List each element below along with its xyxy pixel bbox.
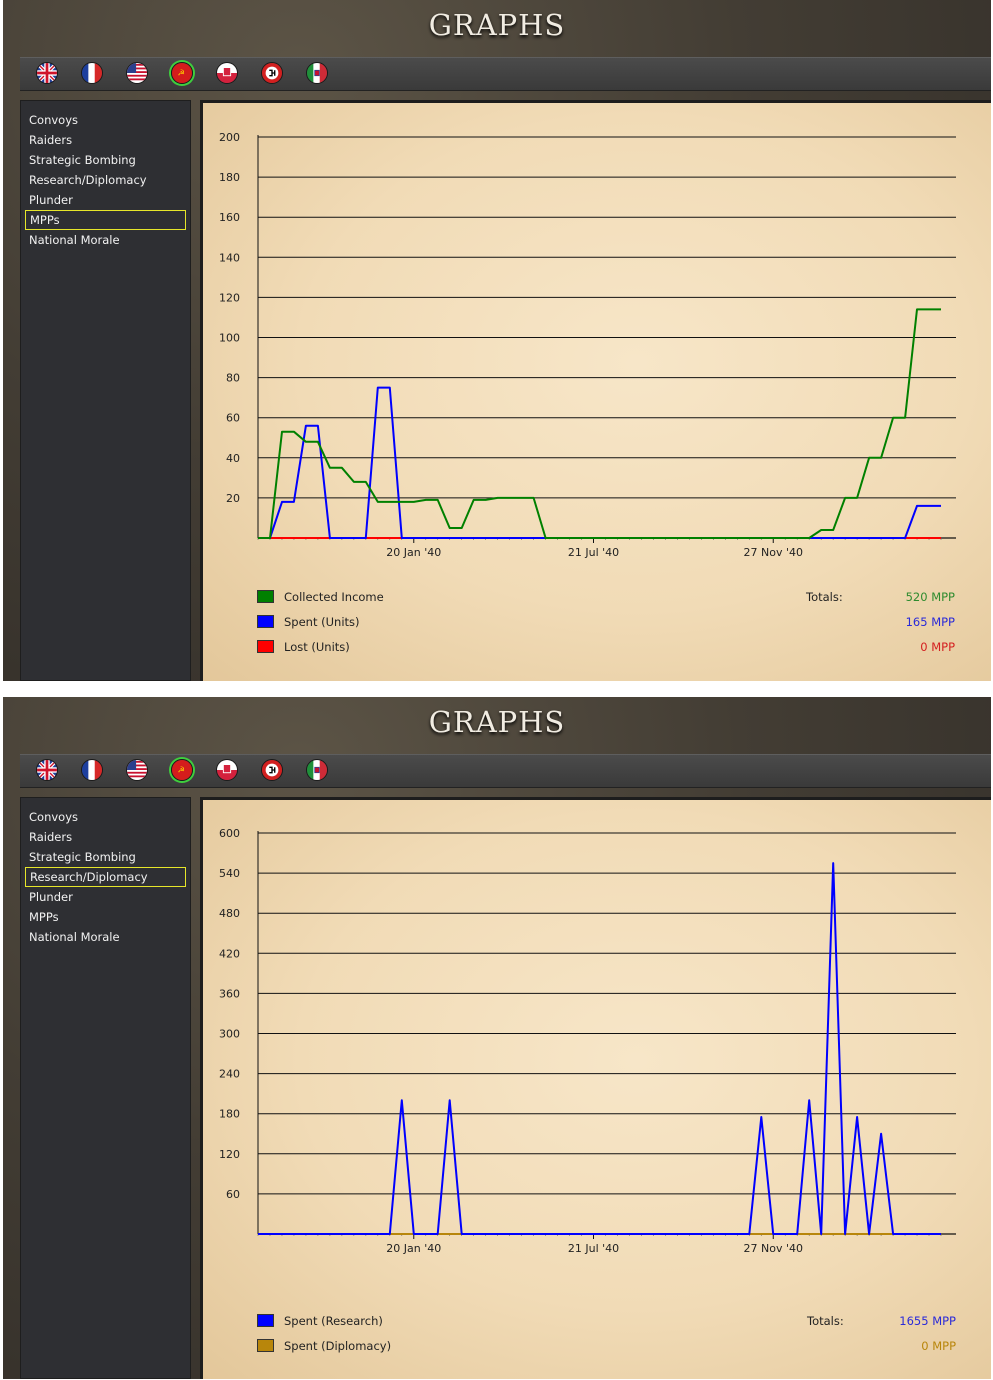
chart-panel: 20 40 60 80 100 120 140 160 180 200 20 Jan '40 21 J… (200, 100, 991, 681)
research-diplomacy-line-chart: 60 120 180 240 300 360 420 480 540 600 20 Jan '40 2… (219, 827, 956, 1255)
page-title: GRAPHS (428, 8, 566, 42)
menu-item-strategic-bombing[interactable]: Strategic Bombing (29, 850, 136, 864)
y-tick-label: 120 (219, 291, 240, 304)
graph-category-sidebar: Convoys Raiders Strategic Bombing Resear… (20, 100, 191, 681)
legend-label-collected-income: Collected Income (284, 590, 384, 604)
total-collected-income: 520 MPP (905, 590, 955, 604)
usa-flag[interactable] (126, 759, 148, 781)
menu-item-national-morale[interactable]: National Morale (29, 233, 120, 247)
y-tick-label: 240 (219, 1068, 240, 1081)
menu-item-plunder[interactable]: Plunder (29, 890, 73, 904)
graph-category-sidebar: Convoys Raiders Strategic Bombing Resear… (20, 797, 191, 1379)
usa-flag[interactable] (126, 62, 148, 84)
menu-item-mpps[interactable]: MPPs (29, 910, 59, 924)
x-tick-label: 27 Nov '40 (744, 1242, 803, 1255)
y-tick-label: 60 (226, 412, 240, 425)
totals-label: Totals: (807, 1314, 844, 1328)
france-flag[interactable] (81, 759, 103, 781)
poland-flag[interactable] (216, 759, 238, 781)
germany-flag[interactable] (261, 62, 283, 84)
menu-item-raiders[interactable]: Raiders (29, 133, 73, 147)
menu-item-strategic-bombing[interactable]: Strategic Bombing (29, 153, 136, 167)
y-tick-label: 420 (219, 947, 240, 960)
menu-item-mpps[interactable]: MPPs (25, 210, 186, 230)
total-spent-diplomacy: 0 MPP (921, 1339, 956, 1353)
y-tick-label: 40 (226, 452, 240, 465)
series-line-collected-income (258, 308, 941, 539)
y-tick-label: 480 (219, 907, 240, 920)
legend-swatch-spent-diplomacy (257, 1339, 274, 1352)
legend-swatch-spent-units (257, 615, 274, 628)
legend-swatch-lost-units (257, 640, 274, 653)
svg-text:☭: ☭ (177, 765, 184, 775)
y-tick-label: 100 (219, 332, 240, 345)
total-lost-units: 0 MPP (920, 640, 955, 654)
italy-flag[interactable] (306, 62, 328, 84)
x-tick-label: 21 Jul '40 (568, 1242, 619, 1255)
menu-item-convoys[interactable]: Convoys (29, 810, 78, 824)
total-spent-units: 165 MPP (905, 615, 955, 629)
x-tick-label: 20 Jan '40 (386, 1242, 441, 1255)
china-flag[interactable]: ☭ (171, 62, 193, 84)
nation-flag-bar: ☭ (20, 754, 991, 788)
menu-item-research-diplomacy[interactable]: Research/Diplomacy (29, 173, 147, 187)
x-tick-label: 20 Jan '40 (386, 546, 441, 559)
y-tick-label: 20 (226, 492, 240, 505)
y-tick-label: 540 (219, 867, 240, 880)
y-tick-label: 120 (219, 1148, 240, 1161)
x-tick-label: 27 Nov '40 (744, 546, 803, 559)
nation-flag-bar: ☭ (20, 57, 991, 91)
france-flag[interactable] (81, 62, 103, 84)
menu-item-plunder[interactable]: Plunder (29, 193, 73, 207)
legend-label-lost-units: Lost (Units) (284, 640, 350, 654)
poland-flag[interactable] (216, 62, 238, 84)
y-tick-label: 300 (219, 1028, 240, 1041)
uk-flag[interactable] (36, 62, 58, 84)
legend-label-spent-research: Spent (Research) (284, 1314, 383, 1328)
y-tick-label: 180 (219, 1108, 240, 1121)
y-tick-label: 60 (226, 1188, 240, 1201)
legend-swatch-collected-income (257, 590, 274, 603)
legend-label-spent-diplomacy: Spent (Diplomacy) (284, 1339, 392, 1353)
italy-flag[interactable] (306, 759, 328, 781)
svg-text:☭: ☭ (177, 68, 184, 78)
menu-item-raiders[interactable]: Raiders (29, 830, 73, 844)
chart-panel: 60 120 180 240 300 360 420 480 540 600 20 Jan '40 2… (200, 797, 991, 1379)
y-tick-label: 140 (219, 251, 240, 264)
page-title: GRAPHS (428, 705, 566, 739)
x-tick-label: 21 Jul '40 (568, 546, 619, 559)
germany-flag[interactable] (261, 759, 283, 781)
legend-label-spent-units: Spent (Units) (284, 615, 360, 629)
menu-item-research-diplomacy[interactable]: Research/Diplomacy (25, 867, 186, 887)
menu-item-national-morale[interactable]: National Morale (29, 930, 120, 944)
graphs-screen-mpps: GRAPHS ☭ Convoys Raiders Strategic Bombi… (3, 0, 991, 681)
y-tick-label: 360 (219, 987, 240, 1000)
legend-swatch-spent-research (257, 1314, 274, 1327)
series-line-spent-research (258, 862, 941, 1235)
y-tick-label: 160 (219, 211, 240, 224)
total-spent-research: 1655 MPP (899, 1314, 956, 1328)
y-tick-label: 600 (219, 827, 240, 840)
uk-flag[interactable] (36, 759, 58, 781)
menu-item-convoys[interactable]: Convoys (29, 113, 78, 127)
y-tick-label: 80 (226, 372, 240, 385)
y-tick-label: 200 (219, 131, 240, 144)
totals-label: Totals: (806, 590, 843, 604)
graphs-screen-research-diplomacy: GRAPHS ☭ Convoys Raiders Strategic Bombi… (3, 697, 991, 1379)
y-tick-label: 180 (219, 171, 240, 184)
mpp-line-chart: 20 40 60 80 100 120 140 160 180 200 20 Jan '40 21 J… (219, 131, 956, 559)
china-flag[interactable]: ☭ (171, 759, 193, 781)
